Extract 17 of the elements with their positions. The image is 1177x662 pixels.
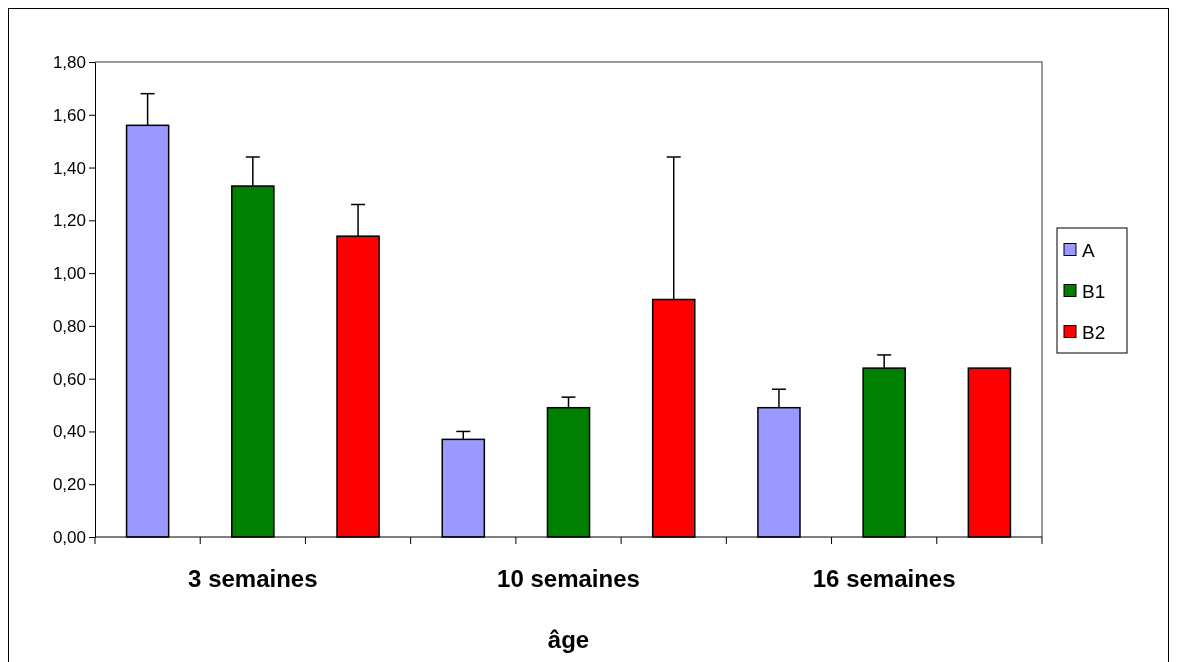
y-tick-label: 1,00	[52, 264, 86, 284]
y-tick-label: 0,40	[52, 422, 86, 442]
y-tick-label: 1,20	[52, 211, 86, 231]
legend-label: B1	[1082, 280, 1106, 302]
y-tick-label: 1,40	[52, 158, 86, 178]
y-tick-label: 1,80	[52, 52, 86, 72]
y-tick-label: 0,80	[52, 316, 86, 336]
x-tick-label: 10 semaines	[497, 565, 640, 592]
x-tick-label: 3 semaines	[188, 565, 318, 592]
y-tick-label: 1,60	[52, 105, 86, 125]
x-axis-title: âge	[547, 626, 590, 653]
legend-label: A	[1082, 239, 1095, 261]
y-tick-label: 0,20	[52, 475, 86, 495]
x-tick-label: 16 semaines	[812, 565, 956, 592]
y-tick-label: 0,00	[52, 527, 86, 547]
y-tick-label: 0,60	[52, 369, 86, 389]
legend-label: B2	[1082, 321, 1106, 343]
